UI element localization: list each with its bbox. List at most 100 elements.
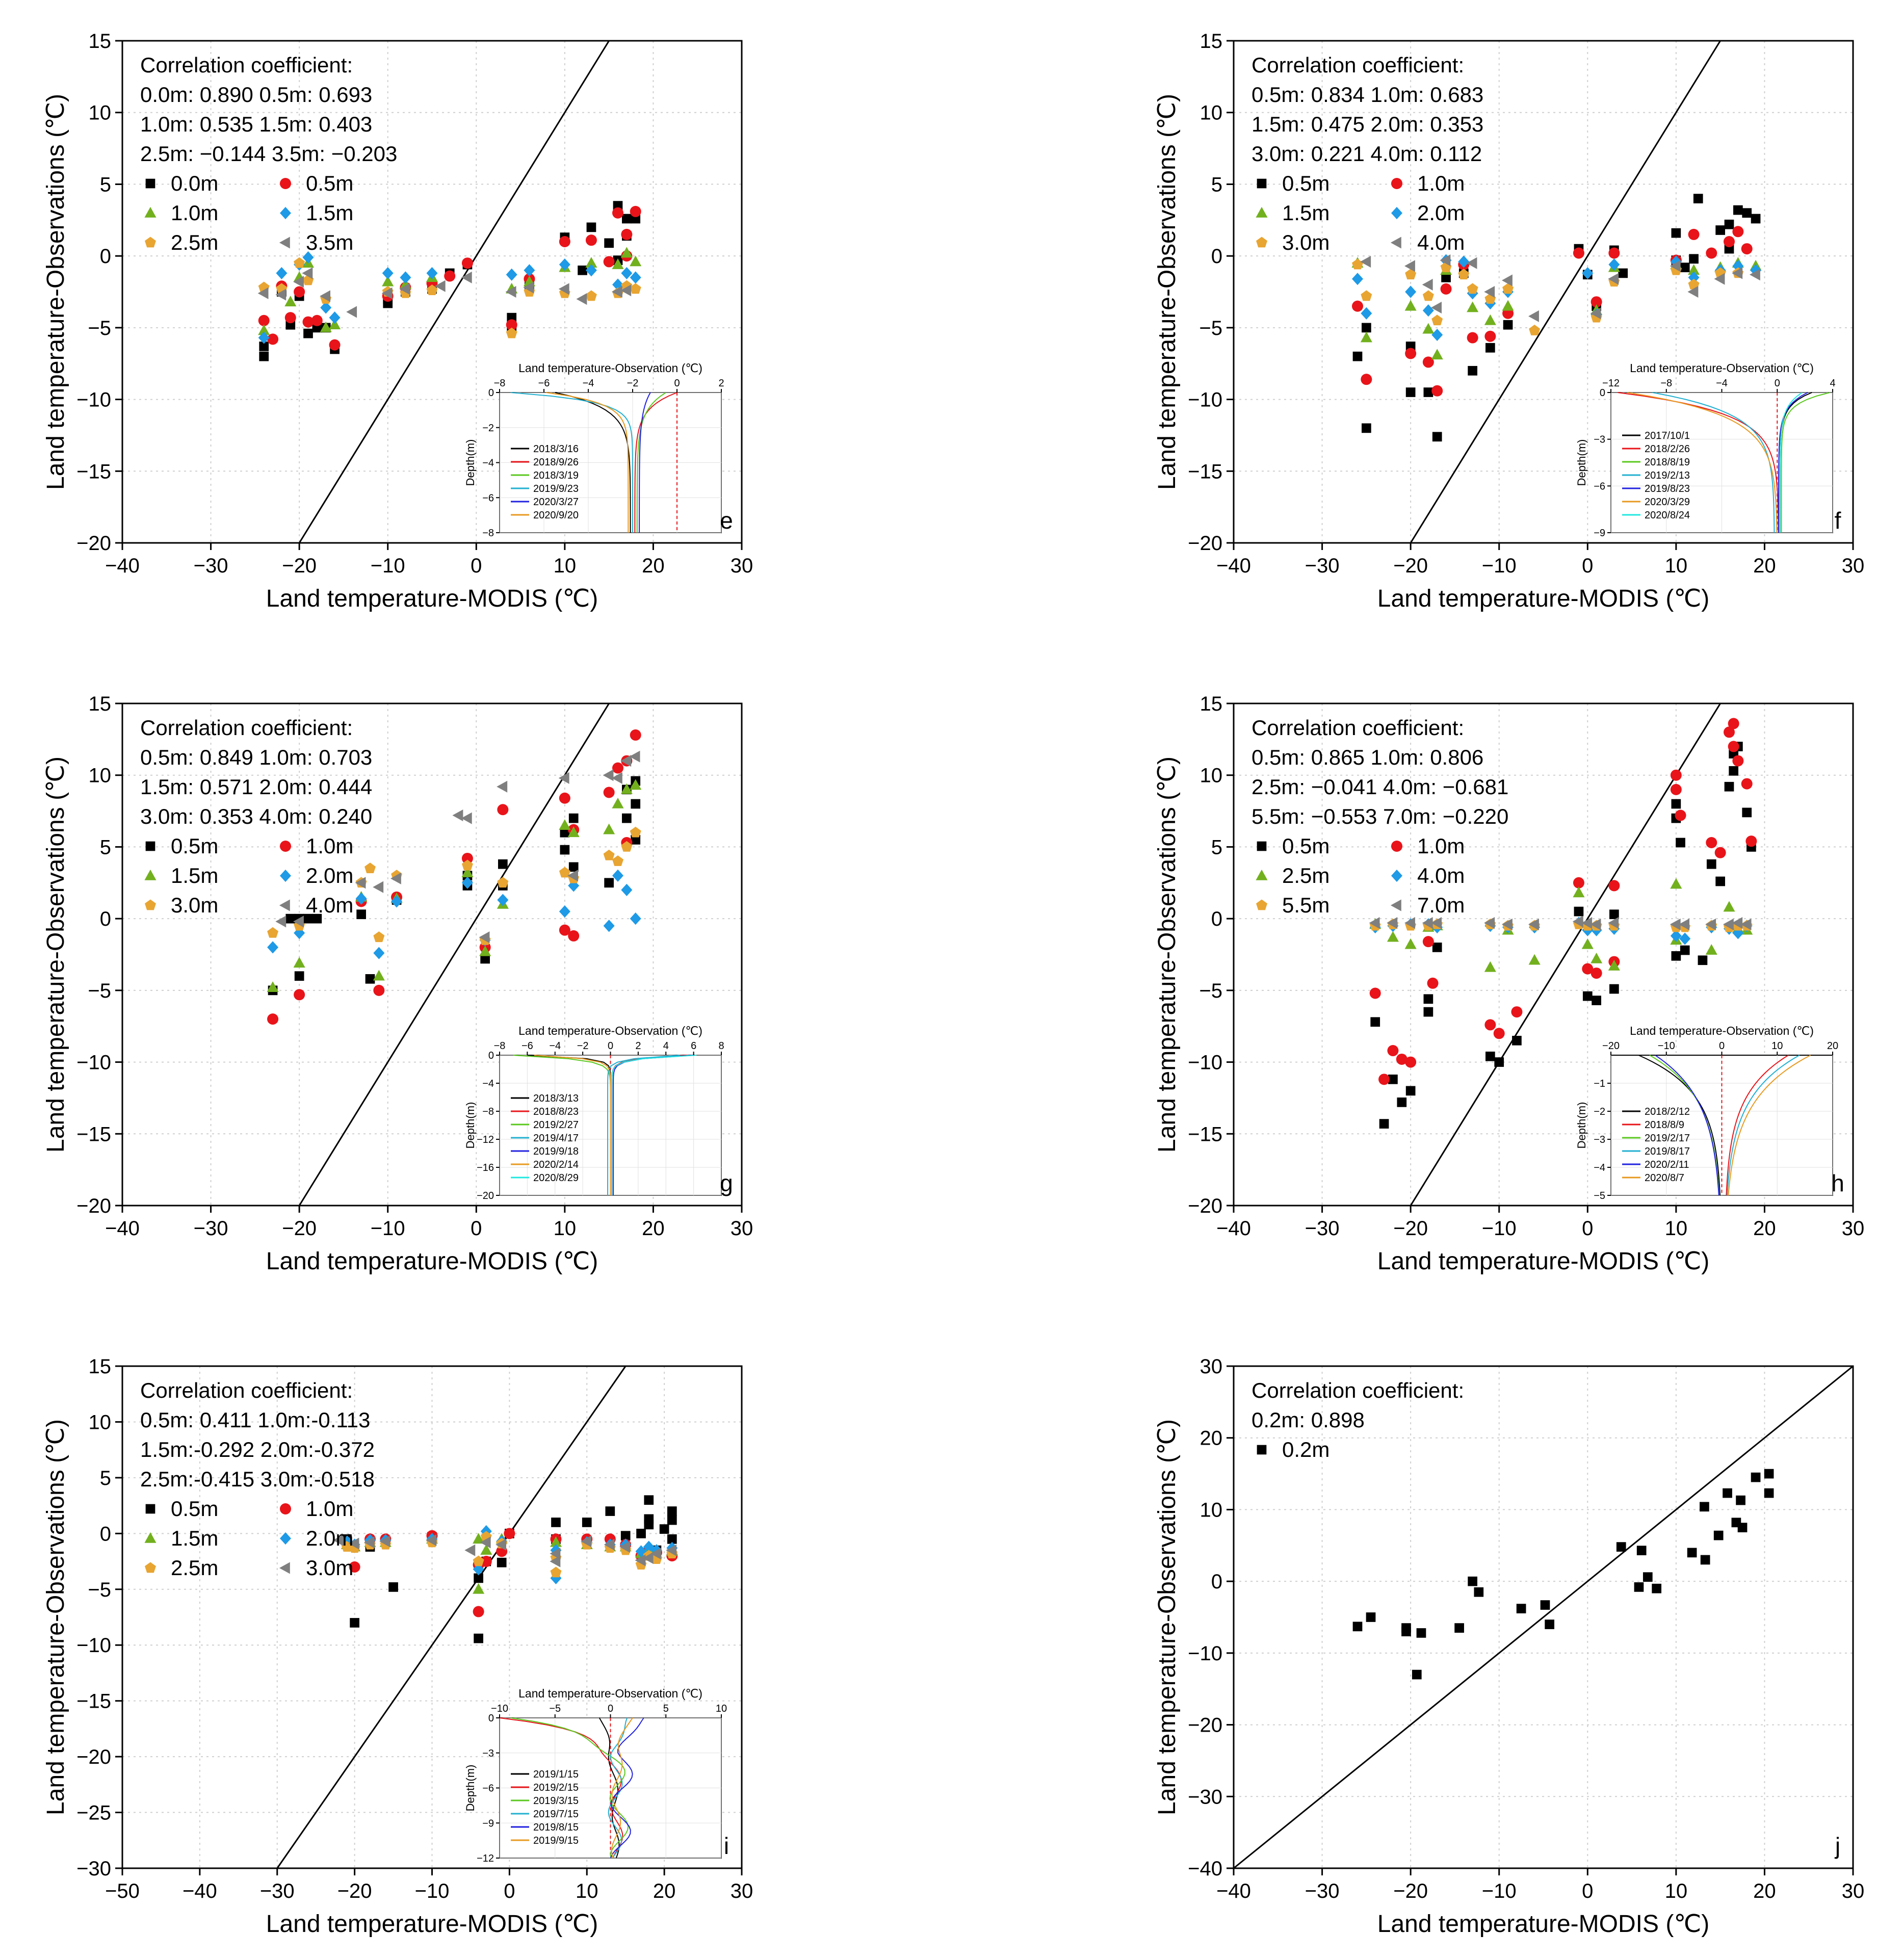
data-point [267, 333, 279, 345]
x-tick-label: −20 [282, 1217, 317, 1240]
data-point [390, 872, 401, 884]
x-tick-label: 30 [1842, 1880, 1865, 1902]
y-tick-label: 5 [100, 173, 111, 196]
data-point [1404, 300, 1417, 311]
data-point [312, 913, 322, 924]
legend-label: 3.0m [306, 1556, 353, 1580]
x-tick-label: −40 [1216, 555, 1251, 577]
correlation-line: 3.0m: 0.353 4.0m: 0.240 [140, 804, 372, 828]
data-point [1724, 781, 1734, 792]
data-point [480, 1544, 492, 1555]
data-point [293, 276, 304, 288]
y-tick-label: −25 [76, 1802, 111, 1824]
y-tick-label: −20 [76, 1746, 111, 1768]
data-point [1405, 1056, 1417, 1068]
data-point [581, 1535, 592, 1548]
inset-y-tick-label: −12 [477, 1134, 494, 1145]
data-point [1590, 307, 1601, 320]
correlation-title: Correlation coefficient: [140, 53, 353, 77]
plot-frame [1233, 40, 1854, 544]
x-tick-label: −30 [1305, 1217, 1340, 1240]
legend-marker [280, 869, 291, 882]
data-point [461, 876, 473, 889]
data-point [1352, 1622, 1363, 1632]
x-tick-label: −30 [194, 555, 228, 577]
legend-label: 3.0m [1282, 230, 1330, 254]
inset-legend-label: 2018/3/19 [533, 470, 579, 481]
data-point [550, 1536, 562, 1547]
data-point [1369, 917, 1380, 929]
data-point [1723, 918, 1734, 930]
legend-marker [144, 206, 157, 218]
data-point [620, 1531, 631, 1541]
data-point [320, 301, 332, 314]
series-0.5m [268, 776, 641, 996]
data-point [1422, 290, 1434, 301]
one-to-one-line [298, 703, 610, 1206]
legend-label: 2.0m [306, 1526, 353, 1550]
inset-legend-label: 2018/2/12 [1645, 1106, 1690, 1117]
data-point [259, 351, 269, 361]
legend-label: 1.0m [171, 201, 218, 225]
y-tick-label: −20 [1188, 1195, 1222, 1217]
data-point [1732, 917, 1743, 929]
inset-x-tick-label: −20 [1602, 1040, 1620, 1052]
y-tick-label: −5 [1199, 317, 1222, 339]
data-point [1467, 283, 1478, 294]
x-tick-label: −40 [183, 1880, 217, 1902]
data-point [498, 859, 508, 869]
y-tick-label: −15 [76, 1690, 111, 1713]
data-point [1540, 1600, 1550, 1610]
data-point [550, 1548, 561, 1560]
data-point [1592, 996, 1601, 1005]
data-point [1431, 917, 1442, 929]
data-point [1688, 278, 1700, 290]
data-point [576, 293, 587, 305]
x-tick-label: −20 [1393, 1880, 1428, 1902]
correlation-line: 0.2m: 0.898 [1252, 1408, 1365, 1432]
data-point [1397, 1097, 1407, 1107]
inset-y-tick-label: −3 [482, 1748, 494, 1759]
legend-marker [145, 899, 156, 910]
legend-marker [1257, 841, 1267, 851]
data-point [631, 835, 641, 845]
legend-label: 2.5m [171, 1556, 218, 1580]
y-tick-label: −5 [1199, 980, 1222, 1002]
y-tick-label: 0 [100, 245, 111, 268]
data-point [1441, 273, 1451, 282]
data-point [1468, 1576, 1477, 1586]
data-point [479, 931, 490, 944]
legend-label: 0.5m [171, 834, 218, 858]
data-point [635, 1554, 646, 1566]
legend-label: 2.5m [1282, 864, 1330, 887]
data-point [1405, 348, 1417, 359]
data-point [644, 1520, 654, 1530]
x-tick-label: 20 [1753, 555, 1776, 577]
inset-y-tick-label: −12 [477, 1853, 494, 1864]
data-point [1616, 1542, 1626, 1552]
inset-title: Land temperature-Observation (℃) [518, 361, 702, 375]
inset-legend-label: 2019/2/15 [533, 1782, 579, 1793]
inset-y-label: Depth(m) [464, 439, 477, 486]
series-7.0m [1369, 916, 1752, 930]
data-point [434, 280, 446, 292]
y-tick-label: −20 [1188, 1714, 1222, 1737]
data-point [497, 877, 509, 888]
data-point [612, 762, 623, 774]
inset-x-tick-label: 20 [1827, 1040, 1838, 1052]
data-point [1679, 918, 1690, 930]
legend-label: 1.0m [306, 1497, 353, 1521]
data-point [550, 1555, 561, 1567]
series-1.0m [1352, 226, 1753, 397]
data-point [620, 284, 632, 297]
correlation-line: 3.0m: 0.221 4.0m: 0.112 [1252, 142, 1482, 166]
data-point [1573, 877, 1584, 888]
inset-profile-line [607, 1055, 680, 1195]
x-tick-label: 10 [1665, 1880, 1688, 1902]
data-point [1432, 943, 1442, 952]
legend-marker [144, 1532, 157, 1543]
data-point [1528, 310, 1539, 322]
data-point [1423, 1007, 1433, 1017]
x-tick-label: −10 [371, 1217, 405, 1240]
inset-x-tick-label: −12 [1602, 378, 1620, 389]
